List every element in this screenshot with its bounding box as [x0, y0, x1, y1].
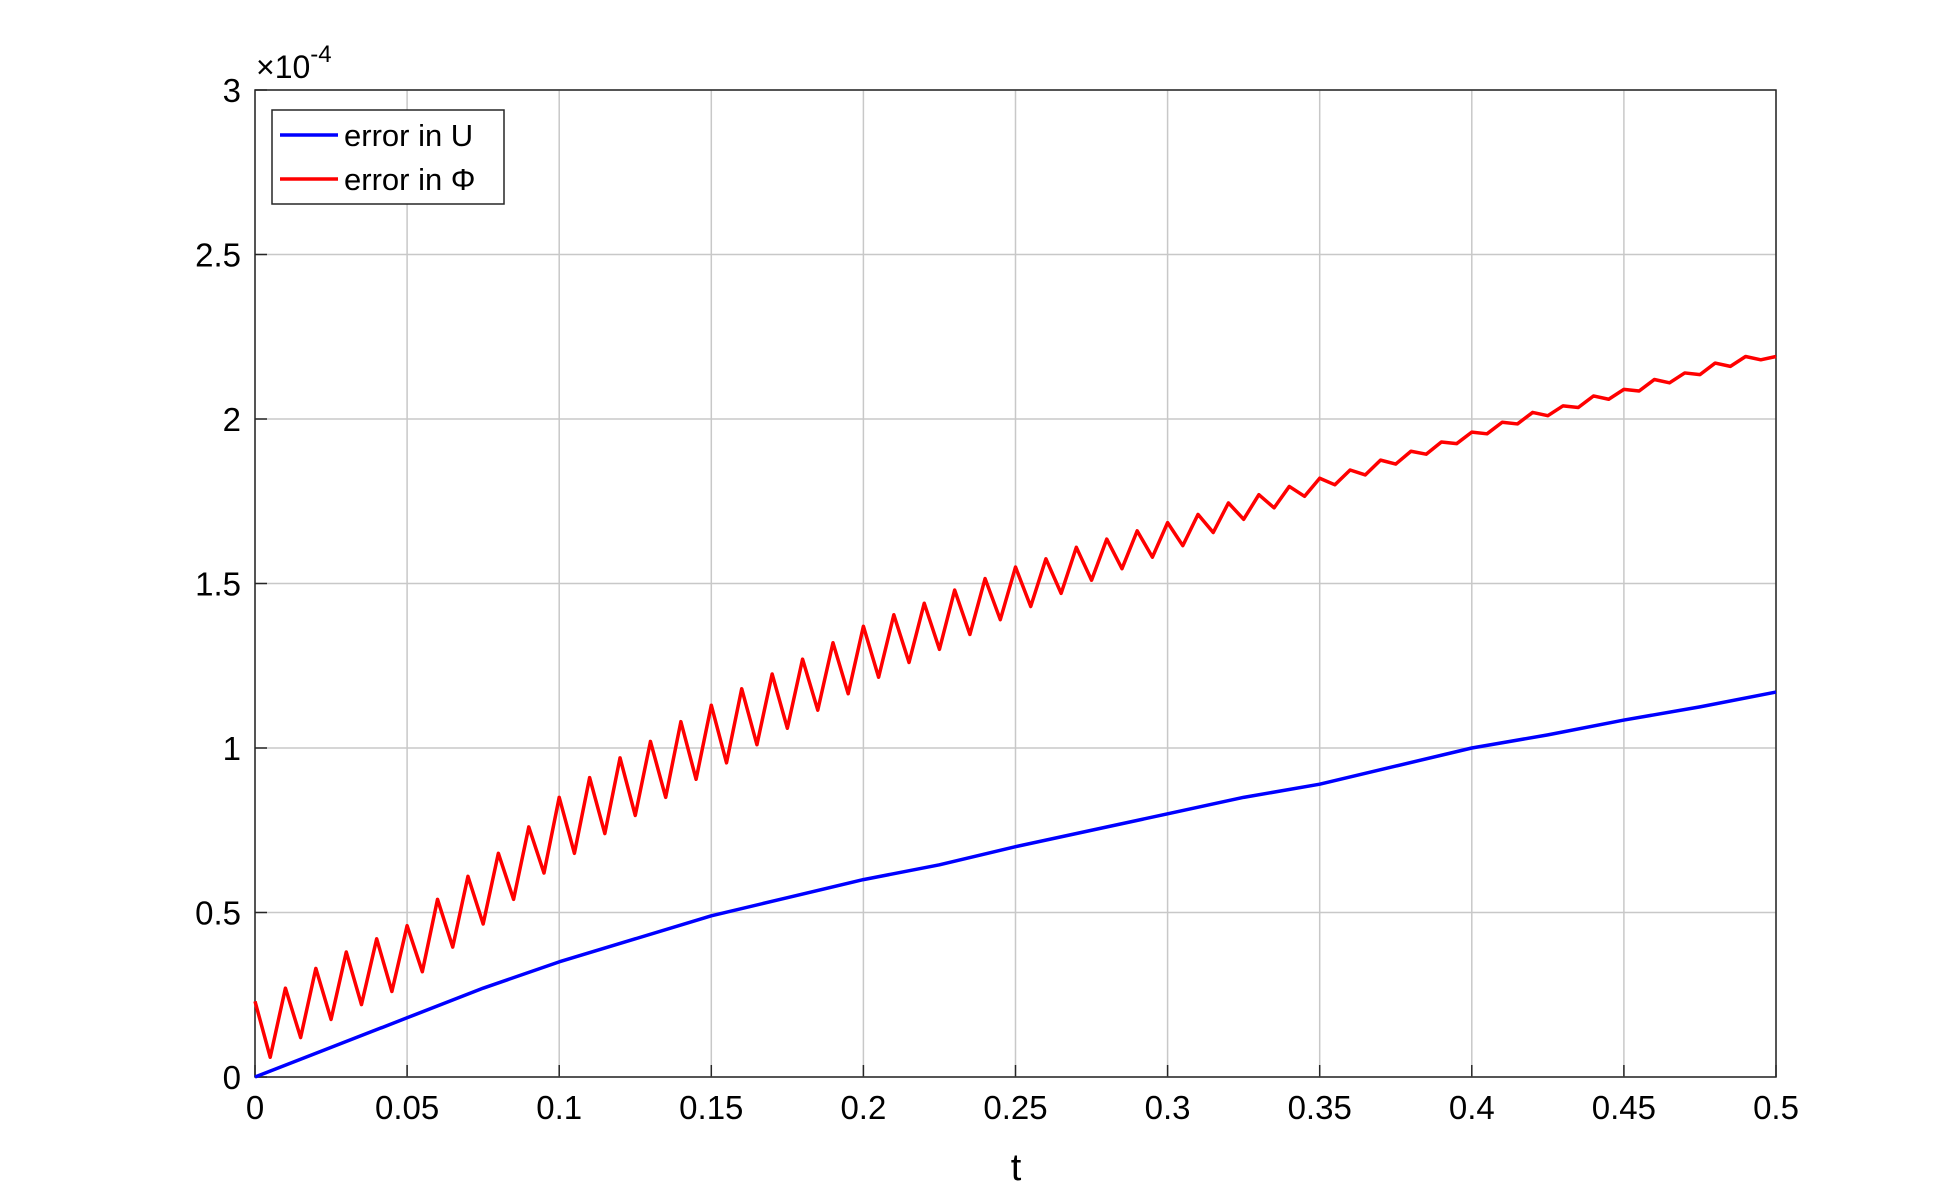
- x-tick-label: 0.05: [375, 1089, 439, 1126]
- x-tick-label: 0.4: [1449, 1089, 1495, 1126]
- data-line: [253, 354, 1777, 1060]
- x-tick-label: 0.25: [983, 1089, 1047, 1126]
- y-tick-label: 0: [223, 1059, 241, 1096]
- y-tick-label: 3: [223, 72, 241, 109]
- legend-label: error in Φ: [344, 162, 476, 197]
- legend-label: error in U: [344, 118, 473, 153]
- y-tick-label: 1.5: [195, 566, 241, 603]
- x-tick-label: 0.5: [1753, 1089, 1799, 1126]
- x-tick-label: 0.2: [840, 1089, 886, 1126]
- x-axis-label: t: [1011, 1147, 1022, 1189]
- y-tick-label: 2.5: [195, 237, 241, 274]
- y-multiplier-base: ×10: [256, 49, 310, 85]
- y-multiplier-exponent: -4: [310, 41, 331, 68]
- y-tick-label: 2: [223, 401, 241, 438]
- x-tick-label: 0.15: [679, 1089, 743, 1126]
- y-tick-label: 1: [223, 730, 241, 767]
- legend-box: [271, 109, 505, 205]
- y-tick-label: 0.5: [195, 895, 241, 932]
- x-tick-label: 0.1: [536, 1089, 582, 1126]
- x-tick-label: 0: [246, 1089, 264, 1126]
- data-line: [254, 690, 1777, 1079]
- y-multiplier: ×10-4: [256, 41, 332, 85]
- x-tick-label: 0.35: [1288, 1089, 1352, 1126]
- axes-frame: [254, 89, 1777, 1078]
- x-tick-label: 0.45: [1592, 1089, 1656, 1126]
- x-tick-label: 0.3: [1145, 1089, 1191, 1126]
